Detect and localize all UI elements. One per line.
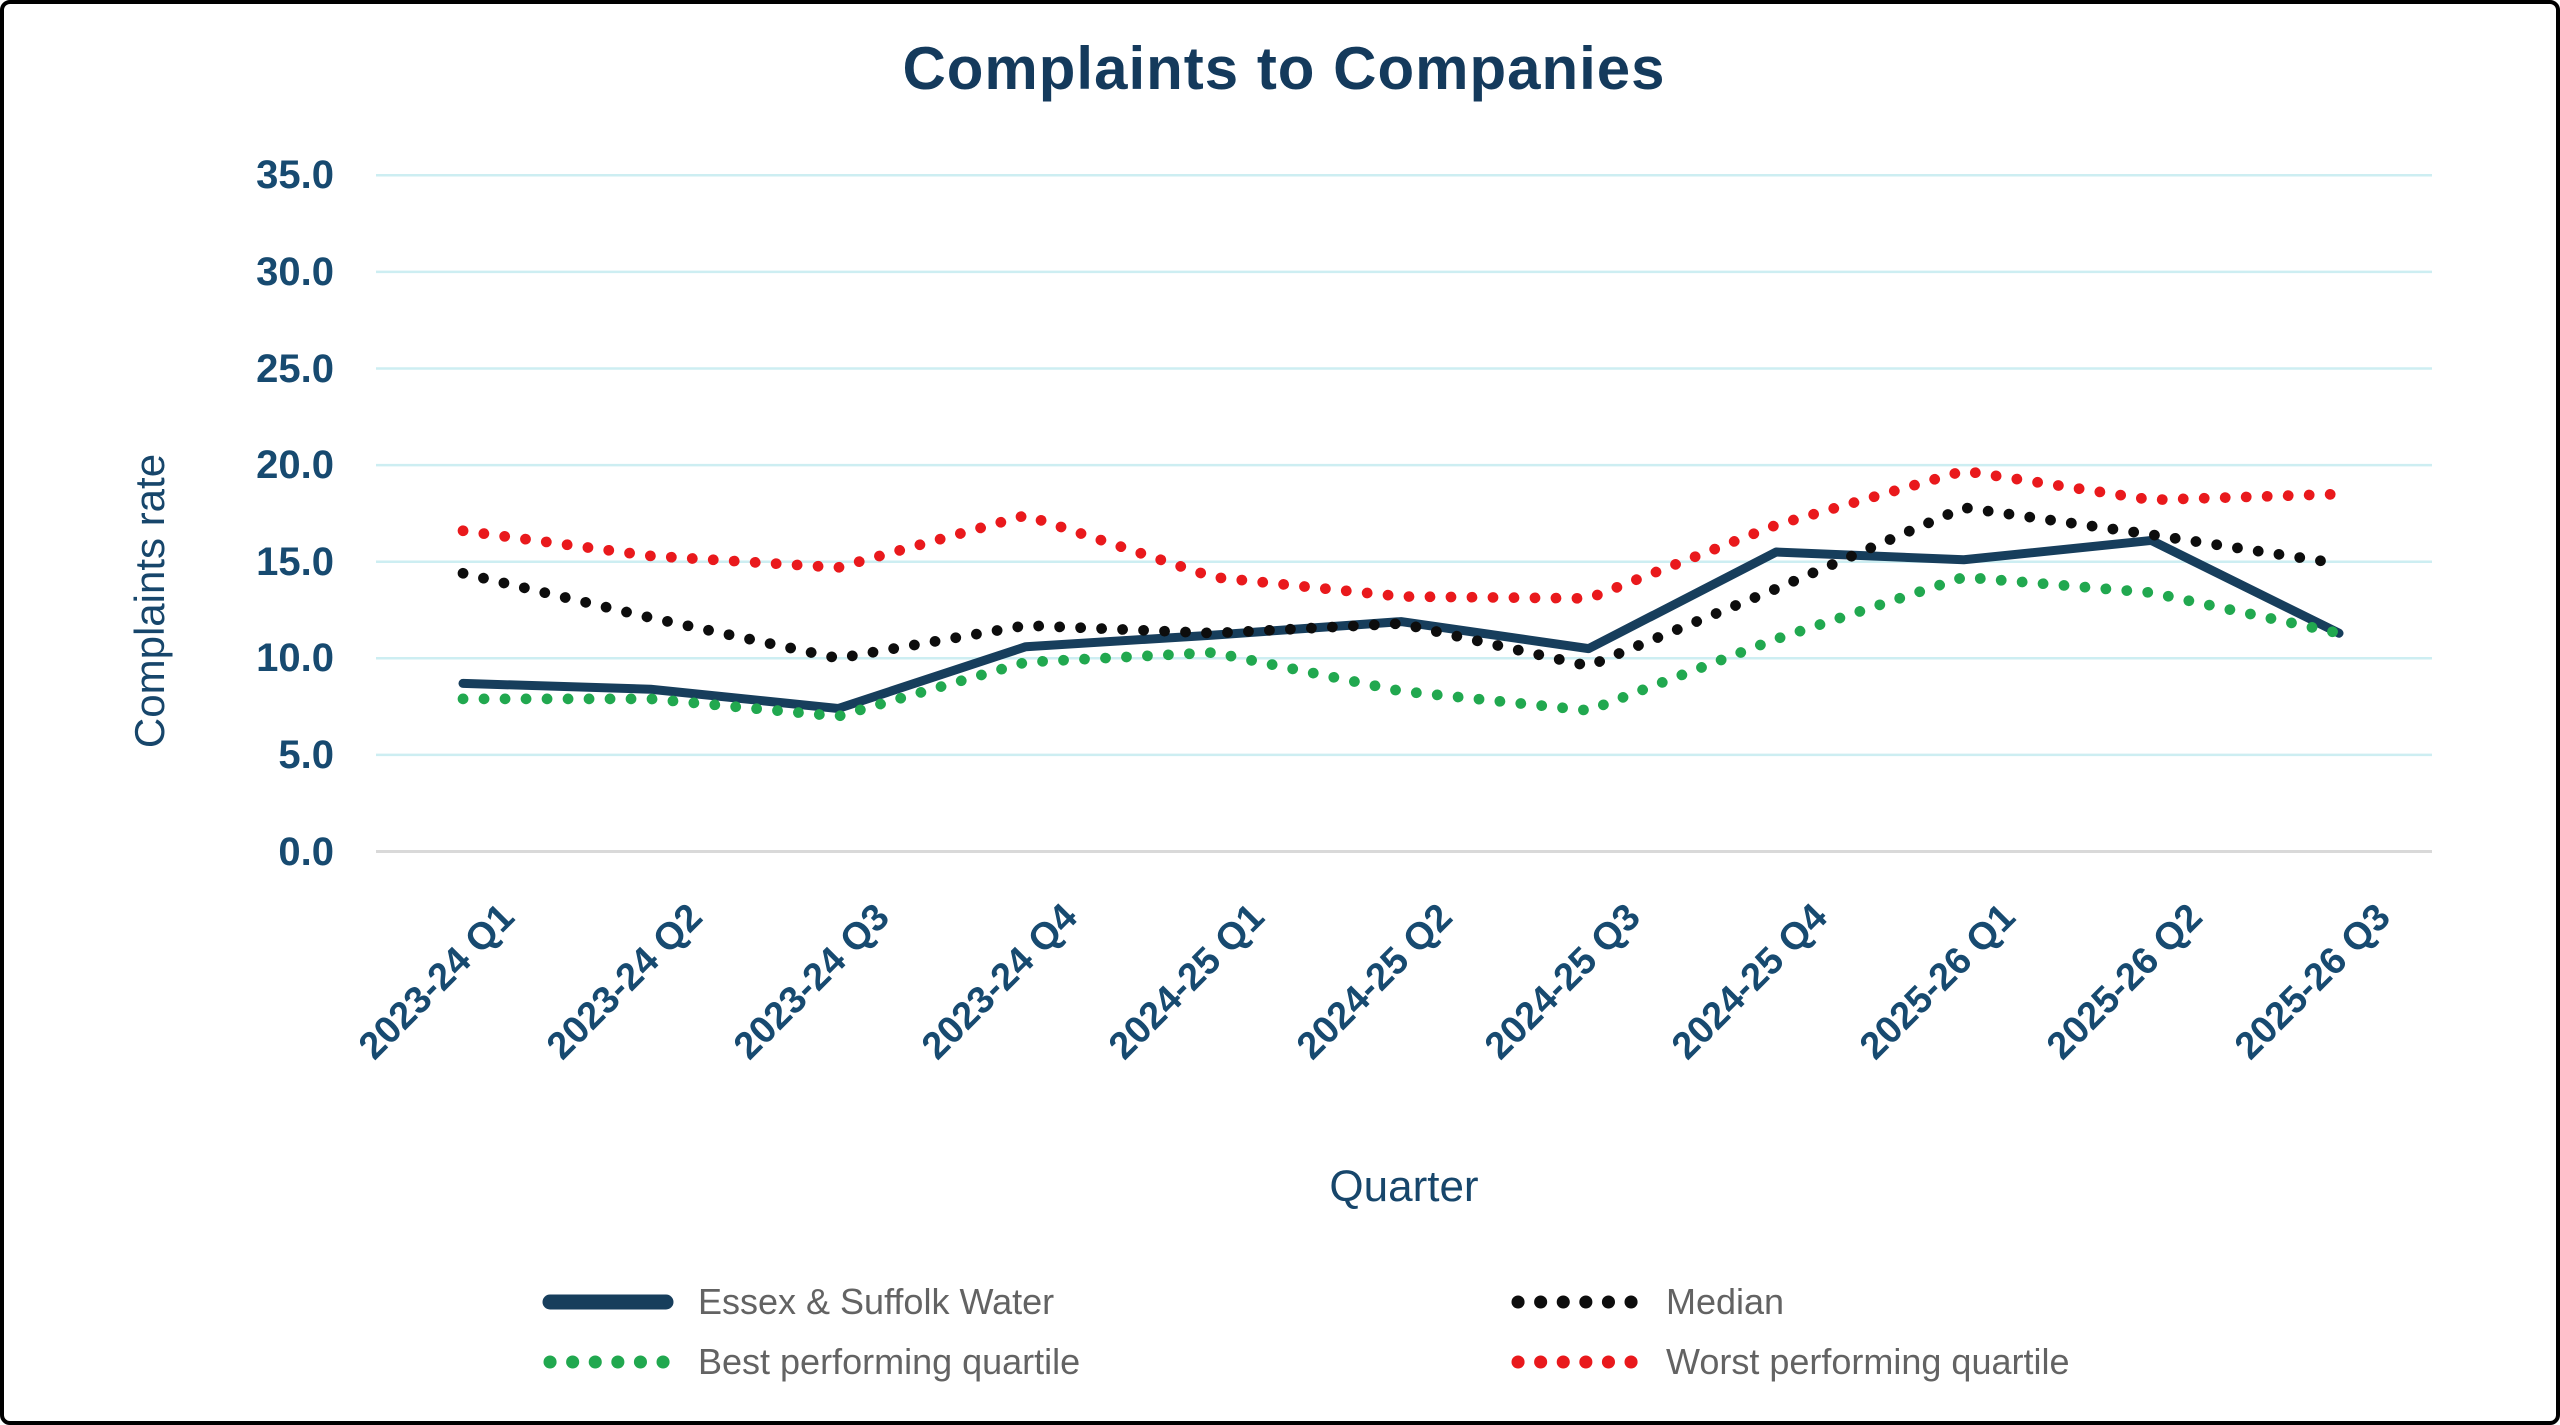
legend-item-worst-performing-quartile: Worst performing quartile [1510,1336,2070,1388]
legend-item-best-performing-quartile: Best performing quartile [542,1336,1080,1388]
legend-swatch-best-performing-quartile-icon [543,1355,673,1369]
plot-area [376,174,2432,853]
x-tick-label: 2023-24 Q3 [726,896,898,1068]
legend-label: Median [1666,1281,1785,1322]
legend-label: Worst performing quartile [1666,1341,2070,1382]
legend-swatch-worst-performing-quartile-icon [1511,1355,1641,1369]
x-tick-label: 2023-24 Q1 [351,896,523,1068]
legend-swatch-median-icon [1511,1295,1641,1309]
series-line-median [457,502,2345,672]
legend-item-essex-suffolk-water: Essex & Suffolk Water [542,1276,1054,1328]
y-tick-label: 15.0 [256,539,334,584]
y-tick-label: 30.0 [256,249,334,294]
legend-swatch-essex-suffolk-water-icon [542,1294,674,1310]
y-tick-label: 5.0 [278,732,334,777]
x-tick-label: 2025-26 Q3 [2227,896,2399,1068]
x-tick-label: 2025-26 Q2 [2039,896,2212,1068]
y-tick-label: 25.0 [256,346,334,391]
x-axis-title: Quarter [1329,1162,1479,1211]
legend-item-median: Median [1510,1276,1784,1328]
series-line-best-performing-quartile [457,571,2345,722]
x-tick-label: 2024-25 Q2 [1289,896,1461,1068]
chart-title: Complaints to Companies [902,35,1666,102]
x-tick-label: 2023-24 Q4 [913,896,1086,1068]
x-tick-label: 2025-26 Q1 [1851,896,2024,1068]
series-line-essex-suffolk-water [458,535,2344,714]
series-line-worst-performing-quartile [457,465,2345,604]
y-tick-label: 35.0 [256,153,334,198]
y-tick-label: 0.0 [278,829,334,874]
legend-label: Essex & Suffolk Water [698,1281,1055,1322]
y-axis-title: Complaints rate [126,453,173,749]
x-tick-label: 2024-25 Q3 [1476,896,1649,1068]
y-tick-label: 20.0 [256,443,334,488]
y-tick-label: 10.0 [256,636,334,681]
x-tick-label: 2024-25 Q1 [1101,896,1274,1068]
legend-label: Best performing quartile [698,1341,1081,1382]
x-tick-label: 2023-24 Q2 [538,896,711,1068]
x-tick-label: 2024-25 Q4 [1664,896,1836,1068]
